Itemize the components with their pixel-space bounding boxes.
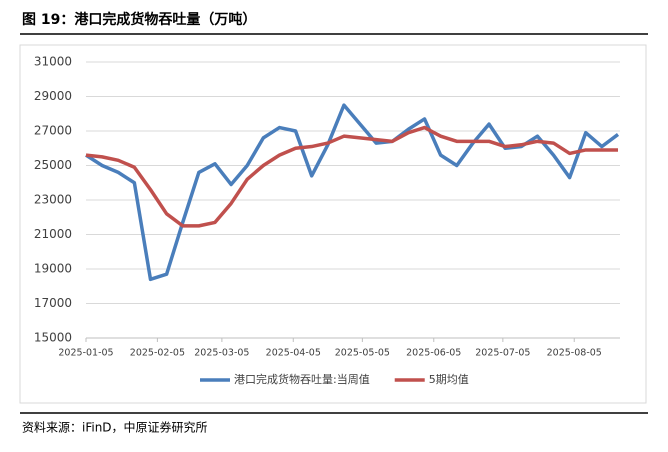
legend-label: 5期均值 [429,373,469,386]
y-tick-label: 29000 [34,89,72,103]
y-tick-label: 19000 [34,262,72,276]
y-tick-label: 15000 [34,331,72,345]
series-line [85,125,618,228]
x-tick-label: 2025-02-05 [130,348,185,359]
x-tick-label: 2025-08-05 [547,348,602,359]
x-tick-label: 2025-07-05 [475,348,530,359]
legend-label: 港口完成货物吞吐量:当周值 [234,372,370,386]
y-tick-label: 27000 [34,124,72,138]
source: 资料来源：iFinD，中原证券研究所 [22,420,208,435]
y-tick-label: 31000 [34,55,72,69]
x-tick-label: 2025-05-05 [335,348,390,359]
x-tick-label: 2025-01-05 [58,348,113,359]
y-tick-label: 21000 [34,227,72,241]
y-tick-label: 17000 [34,296,72,310]
x-tick-label: 2025-04-05 [266,348,321,359]
chart-title: 图 19：港口完成货物吞吐量（万吨） [22,11,256,28]
y-tick-label: 23000 [34,193,72,207]
x-tick-label: 2025-03-05 [194,348,249,359]
x-tick-label: 2025-06-05 [406,348,461,359]
chart-frame [19,44,647,404]
y-tick-label: 25000 [34,158,72,172]
